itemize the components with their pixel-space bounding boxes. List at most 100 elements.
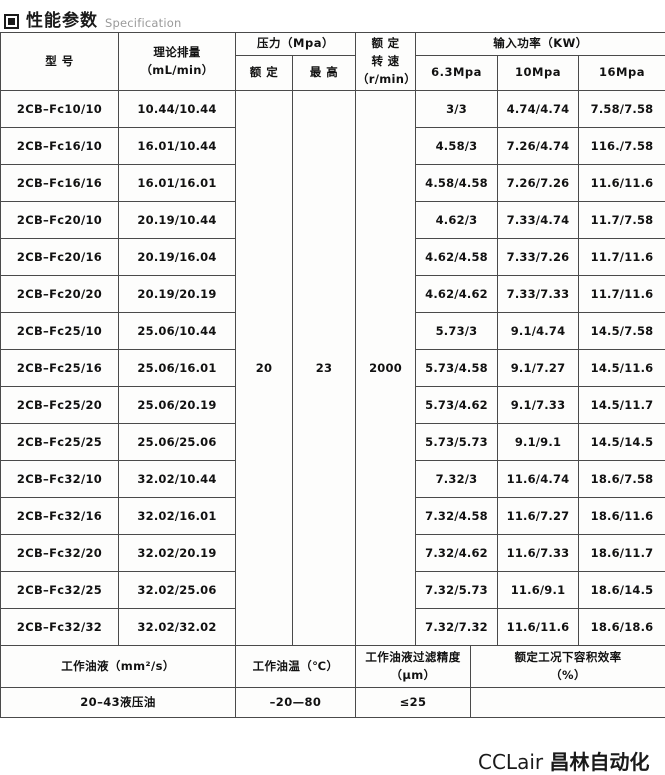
- cell-power-16mpa: 18.6/14.5: [579, 572, 665, 609]
- cell-model: 2CB–Fc20/20: [1, 276, 119, 313]
- cell-power-6p3mpa: 4.62/3: [416, 202, 498, 239]
- cell-displacement: 10.44/10.44: [119, 91, 236, 128]
- header-input-power: 输入功率（KW）: [416, 33, 665, 56]
- footer-value-efficiency: [471, 687, 665, 717]
- cell-power-10mpa: 7.26/4.74: [498, 128, 579, 165]
- page-title-en: Specification: [105, 18, 181, 30]
- cell-power-10mpa: 7.33/7.33: [498, 276, 579, 313]
- cell-power-16mpa: 7.58/7.58: [579, 91, 665, 128]
- cell-displacement: 16.01/16.01: [119, 165, 236, 202]
- specification-table: 型 号 理论排量 （mL/min） 压力（Mpa） 额 定 转 速 （r/min…: [0, 32, 665, 646]
- cell-model: 2CB–Fc25/25: [1, 424, 119, 461]
- cell-model: 2CB–Fc32/32: [1, 609, 119, 646]
- watermark: CCLair 昌林自动化: [478, 746, 649, 775]
- cell-model: 2CB–Fc10/10: [1, 91, 119, 128]
- cell-power-10mpa: 9.1/4.74: [498, 313, 579, 350]
- header-displacement-unit: （mL/min）: [120, 62, 234, 80]
- cell-power-10mpa: 7.33/7.26: [498, 239, 579, 276]
- cell-displacement: 32.02/25.06: [119, 572, 236, 609]
- header-displacement: 理论排量 （mL/min）: [119, 33, 236, 91]
- footer-header-efficiency-line2: （%）: [473, 667, 663, 684]
- cell-power-16mpa: 14.5/11.6: [579, 350, 665, 387]
- cell-power-16mpa: 18.6/11.7: [579, 535, 665, 572]
- cell-power-6p3mpa: 5.73/3: [416, 313, 498, 350]
- header-power-6p3mpa: 6.3Mpa: [416, 55, 498, 91]
- cell-pressure-rated: 20: [236, 91, 293, 646]
- cell-power-6p3mpa: 3/3: [416, 91, 498, 128]
- cell-power-6p3mpa: 4.62/4.58: [416, 239, 498, 276]
- cell-model: 2CB–Fc32/16: [1, 498, 119, 535]
- cell-speed: 2000: [356, 91, 416, 646]
- cell-power-6p3mpa: 5.73/4.58: [416, 350, 498, 387]
- footer-header-filter-line1: 工作油液过滤精度: [358, 649, 468, 666]
- cell-power-16mpa: 116./7.58: [579, 128, 665, 165]
- cell-power-16mpa: 14.5/7.58: [579, 313, 665, 350]
- footer-value-temp: –20—80: [236, 687, 356, 717]
- cell-power-6p3mpa: 7.32/5.73: [416, 572, 498, 609]
- cell-power-16mpa: 18.6/18.6: [579, 609, 665, 646]
- cell-power-10mpa: 7.33/4.74: [498, 202, 579, 239]
- header-displacement-label: 理论排量: [120, 44, 234, 62]
- header-power-16mpa: 16Mpa: [579, 55, 665, 91]
- cell-power-6p3mpa: 5.73/4.62: [416, 387, 498, 424]
- table-header: 型 号 理论排量 （mL/min） 压力（Mpa） 额 定 转 速 （r/min…: [1, 33, 665, 91]
- footer-header-temp: 工作油温（℃）: [236, 646, 356, 688]
- cell-model: 2CB–Fc20/16: [1, 239, 119, 276]
- cell-model: 2CB–Fc25/20: [1, 387, 119, 424]
- header-power-10mpa: 10Mpa: [498, 55, 579, 91]
- cell-power-16mpa: 18.6/11.6: [579, 498, 665, 535]
- cell-displacement: 16.01/10.44: [119, 128, 236, 165]
- cell-power-6p3mpa: 4.58/3: [416, 128, 498, 165]
- cell-power-16mpa: 11.7/7.58: [579, 202, 665, 239]
- cell-displacement: 20.19/16.04: [119, 239, 236, 276]
- cell-model: 2CB–Fc32/25: [1, 572, 119, 609]
- cell-model: 2CB–Fc16/10: [1, 128, 119, 165]
- cell-power-10mpa: 4.74/4.74: [498, 91, 579, 128]
- header-speed-line1: 额 定: [357, 35, 414, 53]
- footer-value-fluid: 20–43液压油: [1, 687, 236, 717]
- cell-power-10mpa: 9.1/9.1: [498, 424, 579, 461]
- footer-header-filter: 工作油液过滤精度 （μm）: [356, 646, 471, 688]
- footer-header-fluid: 工作油液（mm²/s）: [1, 646, 236, 688]
- header-pressure-rated: 额 定: [236, 55, 293, 91]
- header-speed-unit: （r/min）: [357, 71, 414, 89]
- footer-value-filter: ≤25: [356, 687, 471, 717]
- watermark-latin: CCLair: [478, 750, 543, 774]
- footer-header-efficiency-line1: 额定工况下容积效率: [473, 649, 663, 666]
- cell-model: 2CB–Fc16/16: [1, 165, 119, 202]
- cell-model: 2CB–Fc25/10: [1, 313, 119, 350]
- cell-power-10mpa: 7.26/7.26: [498, 165, 579, 202]
- footer-header-filter-line2: （μm）: [358, 667, 468, 684]
- footer-header-efficiency: 额定工况下容积效率 （%）: [471, 646, 665, 688]
- cell-power-10mpa: 11.6/11.6: [498, 609, 579, 646]
- cell-power-6p3mpa: 7.32/4.62: [416, 535, 498, 572]
- cell-pressure-max: 23: [293, 91, 356, 646]
- header-row-1: 型 号 理论排量 （mL/min） 压力（Mpa） 额 定 转 速 （r/min…: [1, 33, 665, 56]
- cell-model: 2CB–Fc25/16: [1, 350, 119, 387]
- cell-power-10mpa: 11.6/7.27: [498, 498, 579, 535]
- cell-displacement: 20.19/20.19: [119, 276, 236, 313]
- square-bullet-icon: [4, 14, 19, 29]
- cell-power-6p3mpa: 4.62/4.62: [416, 276, 498, 313]
- cell-displacement: 25.06/10.44: [119, 313, 236, 350]
- cell-power-16mpa: 11.6/11.6: [579, 165, 665, 202]
- footer-value-row: 20–43液压油 –20—80 ≤25: [1, 687, 665, 717]
- cell-displacement: 32.02/10.44: [119, 461, 236, 498]
- cell-power-6p3mpa: 7.32/4.58: [416, 498, 498, 535]
- header-speed: 额 定 转 速 （r/min）: [356, 33, 416, 91]
- cell-power-16mpa: 11.7/11.6: [579, 276, 665, 313]
- cell-power-16mpa: 14.5/14.5: [579, 424, 665, 461]
- cell-power-10mpa: 11.6/7.33: [498, 535, 579, 572]
- cell-displacement: 25.06/20.19: [119, 387, 236, 424]
- page-title: 性能参数 Specification: [0, 0, 665, 32]
- cell-power-10mpa: 11.6/9.1: [498, 572, 579, 609]
- cell-power-16mpa: 11.7/11.6: [579, 239, 665, 276]
- header-model: 型 号: [1, 33, 119, 91]
- spec-table-wrapper: 型 号 理论排量 （mL/min） 压力（Mpa） 额 定 转 速 （r/min…: [0, 32, 665, 718]
- cell-displacement: 32.02/32.02: [119, 609, 236, 646]
- header-pressure-max: 最 高: [293, 55, 356, 91]
- page-title-cn: 性能参数: [26, 13, 98, 30]
- cell-displacement: 25.06/16.01: [119, 350, 236, 387]
